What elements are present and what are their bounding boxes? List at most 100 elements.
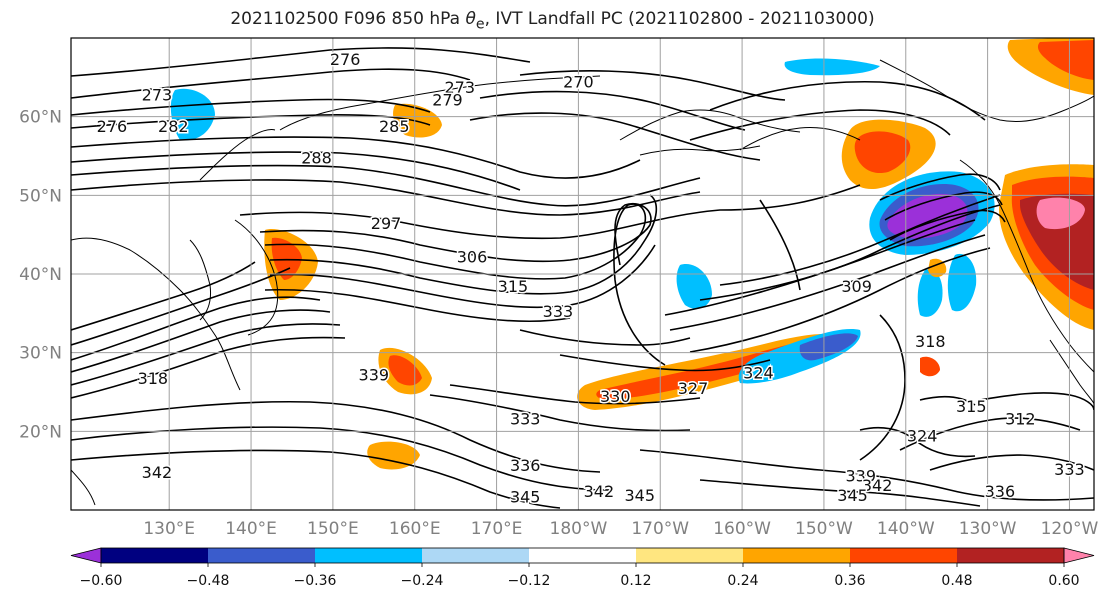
contour-line bbox=[71, 267, 291, 346]
lon-tick-label: 130°W bbox=[959, 519, 1017, 539]
contour-line bbox=[269, 244, 656, 309]
contour-line bbox=[71, 47, 531, 77]
contour-label: 276 bbox=[330, 50, 361, 69]
lon-tick-label: 150°W bbox=[795, 519, 853, 539]
contour-label: 315 bbox=[956, 397, 987, 416]
map-frame bbox=[70, 37, 1095, 511]
contour-label: 315 bbox=[498, 277, 529, 296]
contour-line bbox=[899, 417, 1081, 451]
contour-label: 282 bbox=[158, 117, 189, 136]
coastlines bbox=[71, 59, 1094, 506]
colorbar-segment bbox=[422, 548, 530, 563]
map-title: 2021102500 F096 850 hPa θe, IVT Landfall… bbox=[0, 9, 1105, 32]
colorbar-segment bbox=[529, 548, 637, 563]
coastline-korea bbox=[189, 239, 211, 321]
contour-line bbox=[264, 203, 666, 366]
contour-line bbox=[919, 395, 976, 406]
contour-label: 288 bbox=[301, 149, 332, 168]
lon-tick-label: 180°W bbox=[550, 519, 608, 539]
shading-ne-pacific-purple bbox=[887, 193, 968, 239]
title-suffix: , IVT Landfall PC (2021102800 - 20211030… bbox=[484, 9, 875, 29]
contour-line bbox=[71, 164, 701, 207]
colorbar-segment bbox=[636, 548, 744, 563]
colorbar-segment bbox=[101, 548, 209, 563]
colorbar-outline bbox=[100, 547, 1065, 564]
colorbar-segment bbox=[743, 548, 851, 563]
lon-tick-label: 170°E bbox=[471, 519, 523, 539]
contour-line bbox=[479, 90, 746, 131]
colorbar-extend-high bbox=[1063, 547, 1095, 564]
lat-tick-label: 60°N bbox=[19, 108, 62, 128]
contour-line bbox=[639, 449, 1094, 501]
contour-line bbox=[719, 194, 1001, 286]
contour-line bbox=[859, 314, 906, 461]
contour-line bbox=[709, 80, 986, 121]
contour-label: 339 bbox=[845, 466, 876, 485]
colorbar-tick-label: 0.60 bbox=[1048, 573, 1079, 589]
coastline-canada-north bbox=[879, 59, 1094, 123]
contour-label: 324 bbox=[743, 363, 774, 382]
contour-line bbox=[71, 114, 431, 129]
colorbar-tick-label: 0.12 bbox=[620, 573, 651, 589]
contour-label: 285 bbox=[379, 117, 410, 136]
shading-bc-blue-2 bbox=[917, 269, 943, 317]
longitude-axis-labels: 130°E 140°E 150°E 160°E 170°E 180°W 170°W 160°W… bbox=[143, 519, 1098, 539]
contour-line bbox=[759, 199, 801, 291]
coastline-east-asia bbox=[71, 237, 241, 391]
contour-line bbox=[71, 309, 331, 373]
title-prefix: 2021102500 F096 850 hPa bbox=[230, 9, 466, 29]
gridlines bbox=[71, 38, 1094, 510]
contour-line bbox=[889, 209, 1006, 241]
shading-bc-blue-1 bbox=[947, 253, 977, 312]
contour-label: 318 bbox=[915, 332, 946, 351]
contour-line bbox=[71, 336, 346, 399]
shading-central-blue bbox=[676, 264, 712, 309]
contour-line bbox=[71, 449, 561, 509]
contour-label: 345 bbox=[625, 486, 656, 505]
colorbar-tick-label: −0.12 bbox=[508, 573, 551, 589]
contour-label: 309 bbox=[841, 277, 872, 296]
lon-tick-label: 170°W bbox=[631, 519, 689, 539]
contour-line bbox=[71, 426, 611, 491]
contour-label: 273 bbox=[142, 86, 173, 105]
contour-line bbox=[879, 173, 1001, 201]
lon-tick-label: 120°W bbox=[1041, 519, 1099, 539]
contour-label: 312 bbox=[1005, 410, 1036, 429]
contour-line bbox=[449, 384, 701, 405]
colorbar-tick-label: −0.60 bbox=[80, 573, 123, 589]
contour-label: 345 bbox=[510, 488, 541, 507]
contour-label: 336 bbox=[985, 482, 1016, 501]
shading-west-pacific-red bbox=[388, 355, 422, 386]
contour-label: 306 bbox=[457, 248, 488, 267]
contour-line bbox=[699, 479, 981, 507]
colorbar-segment bbox=[957, 548, 1065, 563]
contour-line bbox=[859, 426, 976, 458]
shading-japan-red bbox=[271, 237, 302, 280]
contour-label: 297 bbox=[371, 214, 402, 233]
contour-label: 327 bbox=[678, 379, 709, 398]
contour-label: 336 bbox=[510, 456, 541, 475]
contour-label: 324 bbox=[907, 426, 938, 445]
contour-line bbox=[239, 184, 861, 240]
contour-label: 273 bbox=[444, 78, 475, 97]
coastline-alaska-south bbox=[739, 127, 861, 151]
lon-tick-label: 130°E bbox=[143, 519, 195, 539]
shading-kamchatka-blue bbox=[170, 88, 215, 141]
contour-line bbox=[699, 204, 1001, 301]
colorbar-tick-label: 0.36 bbox=[834, 573, 865, 589]
contour-line bbox=[689, 247, 991, 353]
contour-line bbox=[519, 70, 786, 101]
contour-label: 279 bbox=[432, 90, 463, 109]
contour-line bbox=[71, 400, 601, 473]
contour-line bbox=[71, 296, 321, 361]
shading-alaska-coast-blue bbox=[784, 58, 880, 76]
shading-west-coast-pink bbox=[1036, 197, 1085, 230]
lat-tick-label: 20°N bbox=[19, 422, 62, 442]
coastline-japan bbox=[234, 219, 279, 336]
shading-hawaii-red bbox=[920, 356, 940, 377]
shading-subtropical-band-darkblue bbox=[799, 333, 858, 361]
contour-label: 318 bbox=[138, 369, 169, 388]
lat-tick-label: 30°N bbox=[19, 344, 62, 364]
colorbar-segment bbox=[850, 548, 958, 563]
contour-label: 333 bbox=[1054, 460, 1085, 479]
